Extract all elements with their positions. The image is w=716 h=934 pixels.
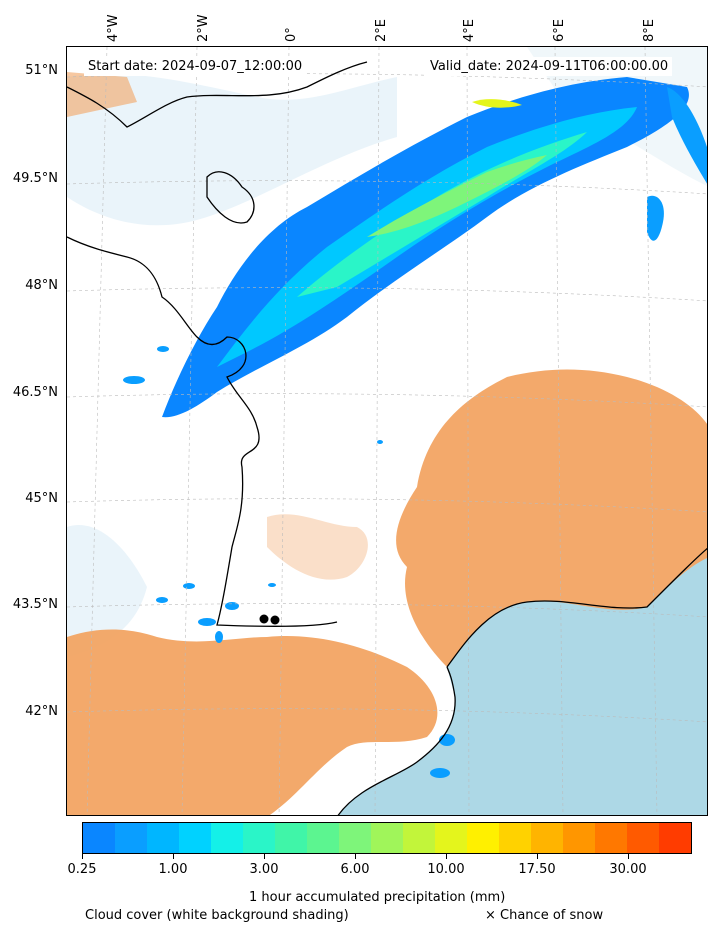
colorbar-swatch: [595, 823, 627, 853]
colorbar-tick-30-00: 30.00: [609, 862, 647, 877]
map-panel: [66, 46, 708, 816]
colorbar-swatch: [563, 823, 595, 853]
lon-label-4w: 4°W: [106, 14, 121, 42]
lat-label-51n: 51°N: [25, 63, 58, 78]
colorbar-swatch: [275, 823, 307, 853]
colorbar-label: 1 hour accumulated precipitation (mm): [249, 890, 506, 905]
precipitation-colorbar: [82, 822, 692, 854]
colorbar-tick-6-00: 6.00: [340, 862, 370, 877]
coastlines: [67, 61, 707, 815]
colorbar-swatch: [531, 823, 563, 853]
precipitation-band: [162, 77, 707, 418]
clear-land: [67, 72, 707, 815]
colorbar-tick-1-00: 1.00: [158, 862, 188, 877]
lon-label-2w: 2°W: [196, 14, 211, 42]
lon-label-0: 0°: [284, 27, 299, 42]
colorbar-tick-mark: [537, 854, 538, 859]
colorbar-swatch: [211, 823, 243, 853]
station-dot: [270, 615, 280, 625]
colorbar-swatch: [499, 823, 531, 853]
cloud-cover-legend: Cloud cover (white background shading): [85, 908, 349, 923]
station-dot: [259, 614, 269, 624]
lat-label-46-5n: 46.5°N: [12, 385, 58, 400]
colorbar-tick-mark: [264, 854, 265, 859]
valid-date-label: Valid_date: 2024-09-11T06:00:00.00: [426, 57, 673, 76]
colorbar-swatch: [435, 823, 467, 853]
colorbar-swatch: [83, 823, 115, 853]
colorbar-tick-mark: [173, 854, 174, 859]
colorbar-swatch: [243, 823, 275, 853]
lat-label-48n: 48°N: [25, 278, 58, 293]
colorbar-swatch: [627, 823, 659, 853]
lat-label-49-5n: 49.5°N: [12, 171, 58, 186]
lon-label-8e: 8°E: [642, 19, 657, 42]
colorbar-swatch: [179, 823, 211, 853]
colorbar-tick-0-25: 0.25: [67, 862, 97, 877]
mediterranean-sea: [338, 548, 707, 815]
lat-label-42n: 42°N: [25, 704, 58, 719]
lon-label-4e: 4°E: [462, 19, 477, 42]
colorbar-swatch: [147, 823, 179, 853]
isolated-cells: [123, 346, 455, 778]
colorbar-tick-10-00: 10.00: [427, 862, 465, 877]
colorbar-tick-mark: [82, 854, 83, 859]
colorbar-tick-mark: [355, 854, 356, 859]
colorbar-tick-mark: [446, 854, 447, 859]
forecast-map: [67, 47, 707, 815]
colorbar-swatch: [115, 823, 147, 853]
snow-legend: × Chance of snow: [485, 908, 604, 923]
lon-label-2e: 2°E: [374, 19, 389, 42]
colorbar-swatch: [339, 823, 371, 853]
colorbar-swatch: [659, 823, 691, 853]
lon-label-6e: 6°E: [552, 19, 567, 42]
colorbar-swatch: [371, 823, 403, 853]
lat-label-45n: 45°N: [25, 491, 58, 506]
colorbar-swatch: [403, 823, 435, 853]
colorbar-tick-17-50: 17.50: [518, 862, 556, 877]
colorbar-tick-3-00: 3.00: [249, 862, 279, 877]
colorbar-swatch: [307, 823, 339, 853]
colorbar-tick-mark: [628, 854, 629, 859]
lat-label-43-5n: 43.5°N: [12, 597, 58, 612]
colorbar-swatch: [467, 823, 499, 853]
start-date-label: Start date: 2024-09-07_12:00:00: [84, 57, 307, 76]
